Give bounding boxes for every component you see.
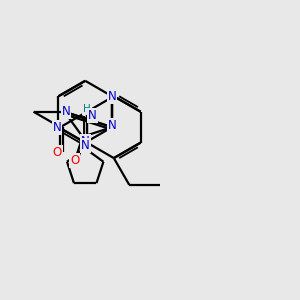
Text: N: N [81,135,90,148]
Text: N: N [88,109,97,122]
Text: O: O [53,146,62,159]
Text: N: N [81,139,90,152]
Text: H: H [83,104,91,114]
Text: N: N [52,121,62,134]
Text: N: N [61,105,70,118]
Text: N: N [108,119,116,132]
Text: N: N [108,90,116,103]
Text: O: O [70,154,80,167]
